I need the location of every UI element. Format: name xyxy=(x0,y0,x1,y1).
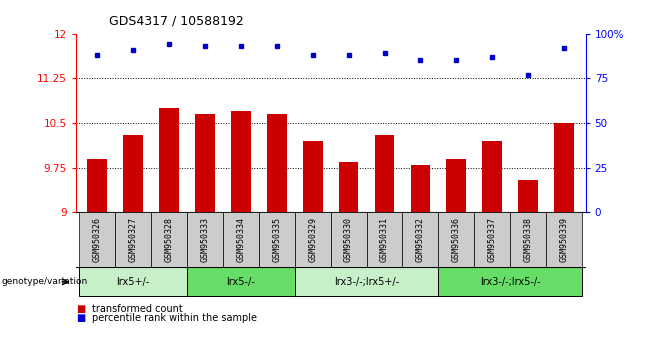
Bar xyxy=(187,267,295,296)
Bar xyxy=(223,212,259,267)
Bar xyxy=(510,212,546,267)
Text: GSM950339: GSM950339 xyxy=(559,217,569,262)
Bar xyxy=(115,212,151,267)
Text: GSM950337: GSM950337 xyxy=(488,217,497,262)
Bar xyxy=(411,165,430,212)
Bar xyxy=(79,267,187,296)
Text: ■: ■ xyxy=(76,313,85,322)
Bar xyxy=(474,212,510,267)
Text: GSM950333: GSM950333 xyxy=(201,217,209,262)
Text: lrx5+/-: lrx5+/- xyxy=(116,277,150,287)
Bar xyxy=(438,267,582,296)
Bar xyxy=(519,179,538,212)
Bar xyxy=(331,212,367,267)
Text: ■: ■ xyxy=(76,304,85,314)
Bar xyxy=(159,108,179,212)
Text: GSM950331: GSM950331 xyxy=(380,217,389,262)
Bar xyxy=(295,267,438,296)
Bar xyxy=(367,212,403,267)
Bar xyxy=(151,212,187,267)
Text: genotype/variation: genotype/variation xyxy=(2,277,88,286)
Text: GSM950338: GSM950338 xyxy=(524,217,533,262)
Bar xyxy=(267,114,287,212)
Text: GDS4317 / 10588192: GDS4317 / 10588192 xyxy=(109,14,243,27)
Bar xyxy=(295,212,331,267)
Bar xyxy=(554,123,574,212)
Bar xyxy=(303,141,322,212)
Text: GSM950326: GSM950326 xyxy=(93,217,102,262)
Bar xyxy=(447,159,467,212)
Bar xyxy=(546,212,582,267)
Bar xyxy=(374,135,394,212)
Text: lrx3-/-;lrx5+/-: lrx3-/-;lrx5+/- xyxy=(334,277,399,287)
Bar xyxy=(123,135,143,212)
Text: lrx5-/-: lrx5-/- xyxy=(226,277,255,287)
Bar xyxy=(187,212,223,267)
Text: GSM950335: GSM950335 xyxy=(272,217,281,262)
Text: transformed count: transformed count xyxy=(92,304,183,314)
Bar xyxy=(195,114,215,212)
Bar xyxy=(88,159,107,212)
Bar xyxy=(79,212,115,267)
Bar xyxy=(231,111,251,212)
Bar xyxy=(482,141,502,212)
Text: lrx3-/-;lrx5-/-: lrx3-/-;lrx5-/- xyxy=(480,277,540,287)
Text: GSM950330: GSM950330 xyxy=(344,217,353,262)
Text: GSM950334: GSM950334 xyxy=(236,217,245,262)
Text: GSM950329: GSM950329 xyxy=(308,217,317,262)
Bar xyxy=(339,162,359,212)
Text: percentile rank within the sample: percentile rank within the sample xyxy=(92,313,257,322)
Bar xyxy=(259,212,295,267)
Bar xyxy=(438,212,474,267)
Text: GSM950327: GSM950327 xyxy=(128,217,138,262)
Text: GSM950332: GSM950332 xyxy=(416,217,425,262)
Text: GSM950336: GSM950336 xyxy=(452,217,461,262)
Bar xyxy=(403,212,438,267)
Text: GSM950328: GSM950328 xyxy=(164,217,174,262)
